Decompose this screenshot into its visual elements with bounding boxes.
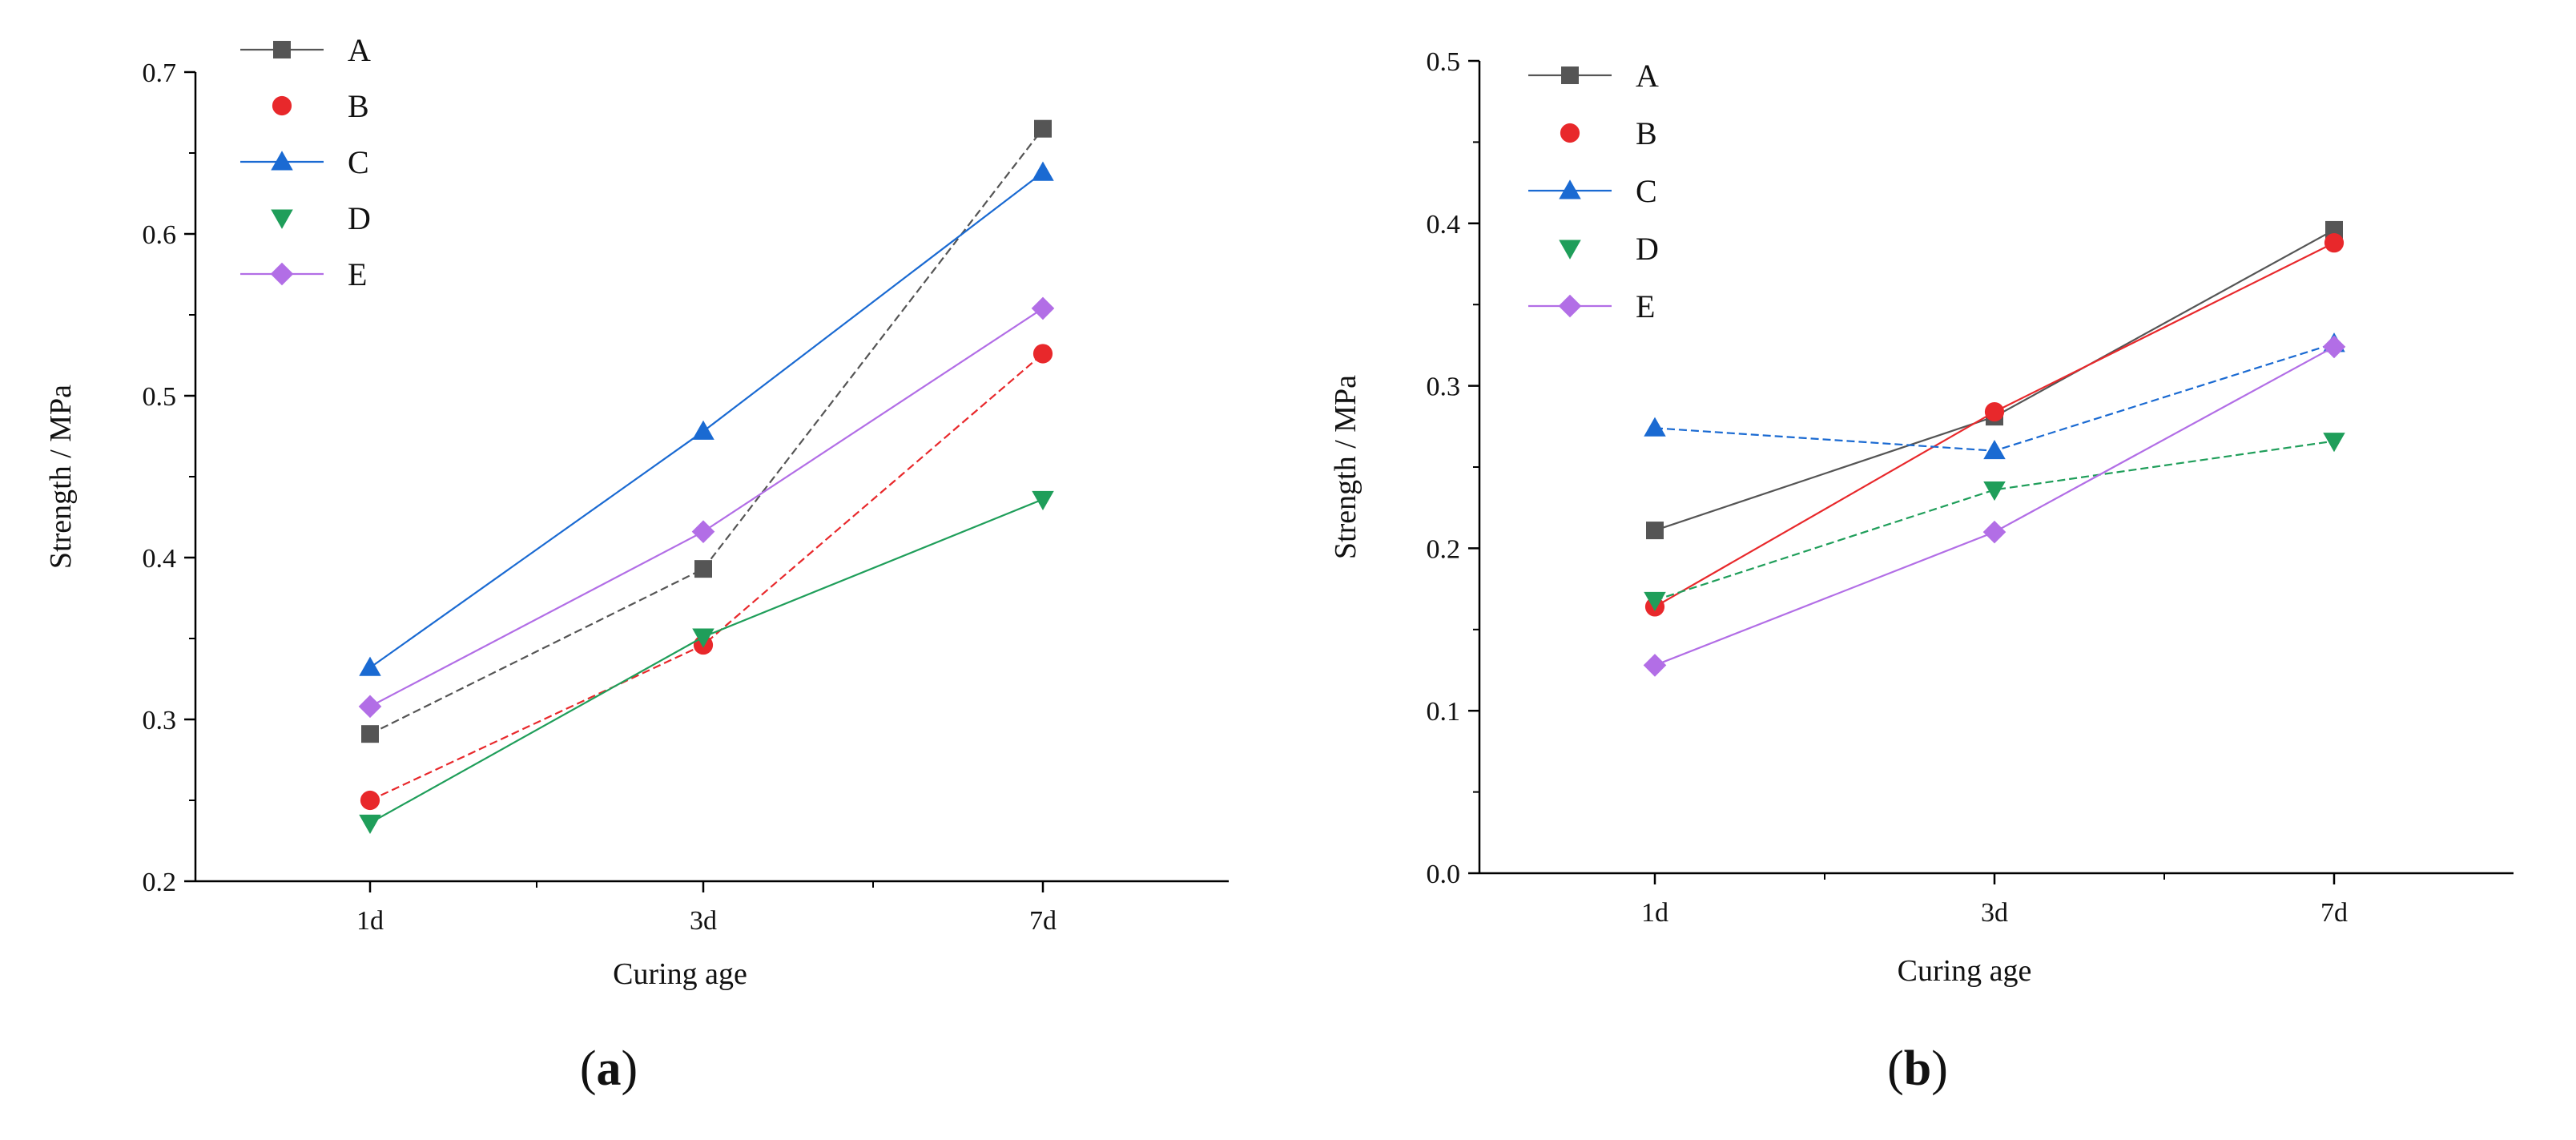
series-A-point-7d [1034, 119, 1052, 138]
y-tick-label: 0.5 [1427, 47, 1461, 77]
series-A-point-3d [694, 560, 712, 578]
legend-label: E [1636, 288, 1655, 324]
x-tick-label: 7d [1029, 906, 1057, 936]
series-E-point-1d [358, 695, 382, 719]
legend-entry-E: E [240, 256, 367, 292]
series-A-line [369, 128, 1044, 735]
legend-label: D [348, 200, 371, 236]
legend-marker [1560, 123, 1580, 143]
y-tick-label: 0.0 [1427, 860, 1461, 889]
chart-panel-b: 0.0 0.1 0.2 0.3 0.4 0.5 1d 3d 7d Curing age Streng… [1329, 47, 2514, 1096]
chart-panel-a: 0.2 0.3 0.4 0.5 0.6 0.7 1d 3d 7d Curing age Streng… [44, 32, 1229, 1096]
legend-entry-C: C [240, 144, 369, 180]
legend-entry-A: A [240, 32, 371, 68]
series-C-point-7d [1032, 161, 1054, 181]
series-D-point-1d [1644, 591, 1666, 612]
y-axis-title: Strength / MPa [1329, 375, 1362, 559]
y-tick-label: 0.1 [1427, 697, 1461, 727]
legend-label: C [348, 144, 369, 180]
y-tick-label: 0.4 [143, 544, 177, 574]
series-B-point-7d [2324, 233, 2345, 253]
panel-label: (a) [580, 1041, 638, 1096]
legend-marker [270, 262, 294, 286]
series-C-line [369, 171, 1044, 669]
legend-entry-C: C [1528, 173, 1657, 209]
series-D-point-3d [692, 628, 714, 648]
series-A-point-1d [361, 725, 379, 743]
y-tick-label: 0.3 [143, 706, 177, 735]
x-tick-label: 3d [690, 906, 717, 936]
series-A [361, 119, 1052, 743]
legend-entry-A: A [1528, 58, 1659, 94]
series-E [1643, 335, 2346, 677]
legend-entry-E: E [1528, 288, 1655, 324]
legend-entry-D: D [271, 200, 371, 236]
series-E-point-3d [691, 520, 715, 543]
y-tick-label: 0.3 [1427, 373, 1461, 402]
series-E-point-7d [1031, 296, 1055, 320]
legend-label: D [1636, 231, 1659, 267]
series-E-point-7d [2322, 335, 2346, 359]
y-tick-label: 0.2 [143, 868, 177, 897]
legend-label: A [348, 32, 371, 68]
series-D-point-1d [359, 814, 381, 835]
legend-marker [271, 209, 293, 229]
series-C-line [1654, 342, 2335, 452]
legend-entry-B: B [272, 88, 369, 124]
series-B-point-3d [1984, 401, 2005, 422]
y-tick-label: 0.7 [143, 58, 177, 88]
legend-entry-D: D [1559, 231, 1659, 267]
x-tick-label: 3d [1981, 898, 2008, 928]
series-C-point-3d [1983, 439, 2006, 460]
legend-label: C [1636, 173, 1657, 209]
legend-marker [1561, 66, 1579, 84]
series-B-point-1d [360, 790, 380, 811]
series-E [358, 296, 1055, 719]
series-C-point-1d [1644, 417, 1666, 437]
series-C [1644, 332, 2345, 460]
y-tick-label: 0.2 [1427, 534, 1461, 564]
series-A-point-1d [1646, 522, 1664, 540]
y-tick-label: 0.5 [143, 382, 177, 412]
x-tick-label: 1d [1641, 898, 1668, 928]
y-tick-label: 0.6 [143, 220, 177, 250]
legend-marker [1558, 294, 1582, 318]
legend-marker [1559, 240, 1581, 260]
series-D-line [369, 498, 1044, 824]
series-D-point-3d [1983, 481, 2006, 502]
legend-marker [1559, 179, 1581, 199]
panel-label: (b) [1887, 1041, 1948, 1096]
legend-label: B [1636, 115, 1657, 151]
legend-label: E [348, 256, 367, 292]
legend-entry-B: B [1560, 115, 1657, 151]
series-E-point-3d [1982, 520, 2006, 544]
x-axis-title: Curing age [613, 957, 747, 991]
series-D-point-7d [2323, 433, 2345, 453]
series-D-point-7d [1032, 490, 1054, 511]
series-E-point-1d [1643, 654, 1667, 677]
x-axis-title: Curing age [1898, 954, 2032, 988]
series-C-point-3d [692, 420, 714, 440]
series-C-point-1d [359, 656, 381, 676]
legend-marker [272, 95, 292, 116]
x-tick-label: 7d [2320, 898, 2348, 928]
x-tick-label: 1d [356, 906, 384, 936]
series-D [1644, 433, 2345, 612]
legend-marker [271, 151, 293, 171]
legend-label: B [348, 88, 369, 124]
series-B-point-7d [1032, 344, 1053, 364]
series-D [359, 490, 1054, 835]
legend-marker [273, 41, 291, 58]
legend-label: A [1636, 58, 1659, 94]
series-C [359, 161, 1054, 676]
y-axis-title: Strength / MPa [44, 385, 78, 569]
y-tick-label: 0.4 [1427, 210, 1461, 240]
series-E-line [1654, 345, 2335, 667]
